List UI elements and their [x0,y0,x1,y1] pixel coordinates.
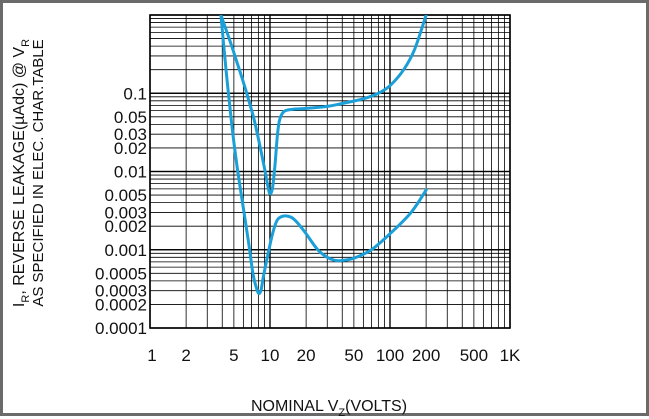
x-tick-label: 100 [376,346,404,365]
y-axis-label-text: , REVERSE LEAKAGE(µAdc) @ V [11,47,28,295]
x-axis-label-suffix: (VOLTS) [345,398,407,415]
y-tick-label: 0.02 [114,139,147,158]
y-tick-label: 0.1 [123,84,147,103]
x-axis-label-main: NOMINAL V [251,398,339,415]
y-axis-label-line2: AS SPECIFIED IN ELEC. CHAR.TABLE [30,39,47,306]
series-line-1 [219,15,428,196]
y-tick-label: 0.001 [104,241,147,260]
y-tick-label: 0.002 [104,217,147,236]
y-tick-label: 0.03 [114,125,147,144]
plot-border [149,14,511,329]
x-tick-label: 1 [147,346,156,365]
y-tick-label: 0.003 [104,203,147,222]
x-tick-label: 2 [181,346,190,365]
leakage-chart: 1 2 5 10 20 50 100 200 500 1K 0.1 0.050.030.02 0.01… [11,14,521,419]
x-axis-label: NOMINAL VZ(VOLTS) [251,398,407,419]
y-tick-label: 0.005 [104,186,147,205]
y-tick-label: 0.0005 [95,264,147,283]
y-tick-label: 0.0002 [95,295,147,314]
x-tick-label: 500 [460,346,488,365]
y-tick-label: 0.0003 [95,282,147,301]
x-tick-label: 5 [229,346,238,365]
series-layer [219,15,428,295]
x-tick-labels: 1 2 5 10 20 50 100 200 500 1K [147,346,521,365]
y-tick-label: 0.05 [114,108,147,127]
grid [149,14,511,329]
y-axis-label-line1: IR, REVERSE LEAKAGE(µAdc) @ VR [11,39,32,307]
x-tick-label: 50 [344,346,363,365]
x-tick-label: 20 [297,346,316,365]
y-axis-label-sub: R [20,295,32,303]
series-line-2 [219,15,428,295]
x-tick-label: 200 [412,346,440,365]
x-tick-label: 10 [261,346,280,365]
x-axis-label-sub: Z [338,407,345,419]
y-tick-label: 0.0001 [95,319,147,338]
x-tick-label: 1K [500,346,521,365]
y-axis-label-main: I [11,303,28,307]
y-tick-label: 0.01 [114,163,147,182]
y-axis-label-sub2: R [20,39,32,47]
